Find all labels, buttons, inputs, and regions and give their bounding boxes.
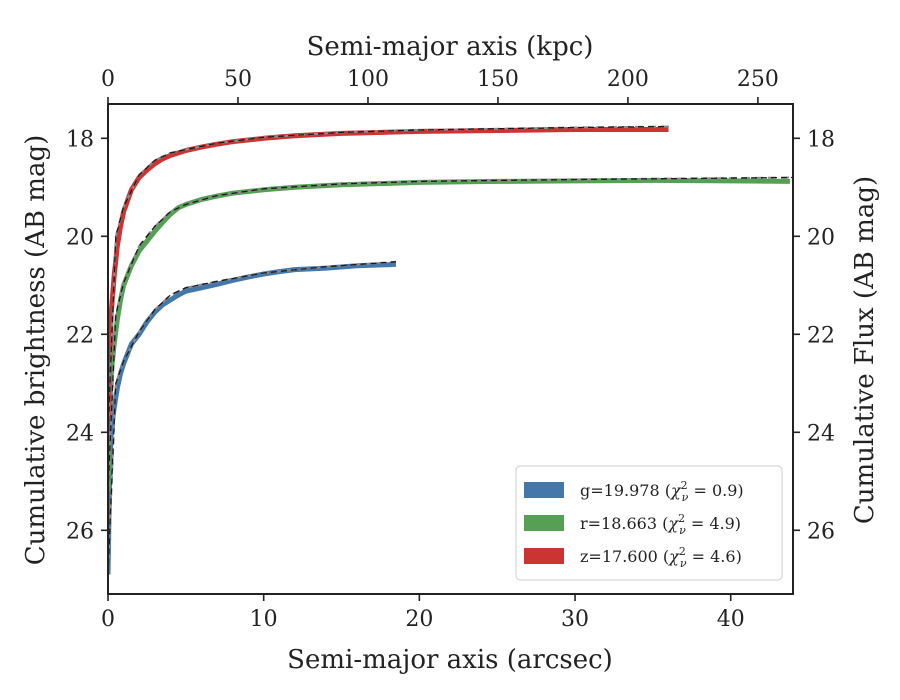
- fit-line-black-g: [108, 261, 397, 575]
- legend-box: [515, 465, 783, 581]
- x-axis-title: Semi-major axis (arcsec): [287, 645, 613, 675]
- right-y-tick-label-1: 20: [807, 225, 835, 250]
- right-y-tick-label-2: 22: [807, 323, 835, 348]
- legend-label-z: z=17.600 (χ2 ν = 4.6): [580, 545, 742, 570]
- top-x-axis-title: Semi-major axis (kpc): [307, 32, 594, 62]
- legend-label-r: r=18.663 (χ2 ν = 4.9): [580, 512, 741, 537]
- fit-line-black-r: [108, 176, 793, 492]
- y-tick-label-0: 18: [66, 127, 94, 152]
- right-y-tick-label-4: 26: [807, 519, 835, 544]
- legend: g=19.978 (χ2 ν = 0.9) r=18.663 (χ2 ν = 4.9)…: [515, 465, 783, 581]
- legend-swatch-z: [524, 548, 564, 564]
- x-tick-label-0: 0: [101, 607, 115, 632]
- axes: 0 10 20 30 40 0 50 100 150 200 250 18 18 20 20 22 22 24 24…: [66, 67, 835, 632]
- x-tick-label-4: 40: [717, 607, 745, 632]
- x-tick-label-1: 10: [250, 607, 278, 632]
- x-tick-label-3: 30: [561, 607, 589, 632]
- y-tick-label-4: 26: [66, 519, 94, 544]
- top-x-tick-label-2: 100: [347, 67, 389, 92]
- y-tick-label-2: 22: [66, 323, 94, 348]
- top-x-tick-label-4: 200: [607, 67, 649, 92]
- right-y-axis-title: Cumulative Flux (AB mag): [850, 176, 880, 524]
- plot-frame: [107, 103, 794, 595]
- right-y-tick-label-3: 24: [807, 421, 835, 446]
- y-axis-title: Cumulative brightness (AB mag): [21, 135, 51, 566]
- y-tick-label-3: 24: [66, 421, 94, 446]
- top-x-tick-label-5: 250: [737, 67, 779, 92]
- right-y-tick-label-0: 18: [807, 127, 835, 152]
- top-x-tick-label-1: 50: [224, 67, 252, 92]
- plot-area: [108, 125, 793, 575]
- legend-swatch-g: [524, 482, 564, 498]
- x-tick-label-2: 20: [405, 607, 433, 632]
- fit-line-black-z: [108, 125, 669, 433]
- y-tick-label-1: 20: [66, 225, 94, 250]
- top-x-tick-label-0: 0: [101, 67, 115, 92]
- top-x-tick-label-3: 150: [477, 67, 519, 92]
- legend-swatch-r: [524, 515, 564, 531]
- legend-label-g: g=19.978 (χ2 ν = 0.9): [580, 479, 744, 504]
